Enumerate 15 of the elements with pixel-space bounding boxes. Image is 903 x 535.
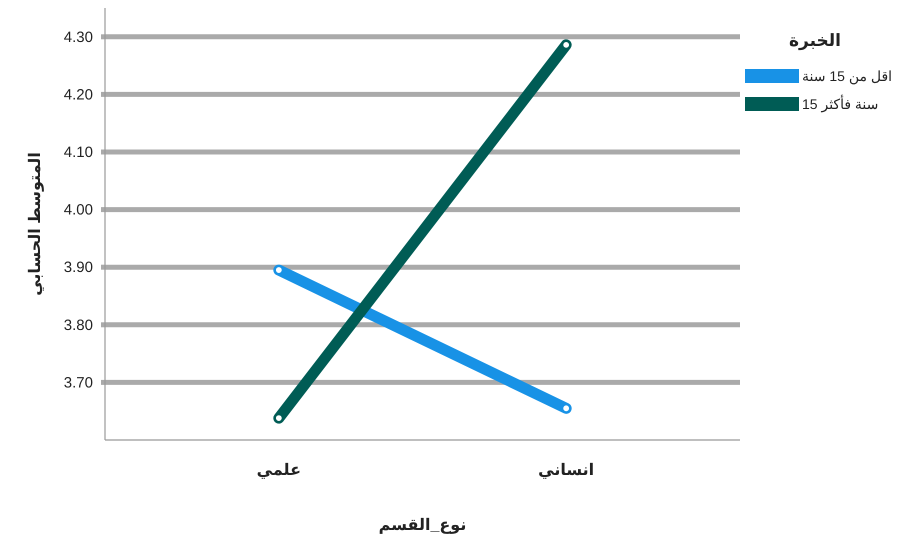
y-axis-title: المتوسط الحسابي xyxy=(27,152,44,296)
x-tick-label: علمي xyxy=(256,462,302,479)
y-tick-label: 4.10 xyxy=(64,144,93,161)
y-tick-label: 4.00 xyxy=(64,202,93,219)
y-tick-label: 4.30 xyxy=(64,28,93,46)
legend-label: 15 سنة فأكثر xyxy=(802,94,878,113)
y-tick-label: 3.80 xyxy=(64,316,93,334)
y-tick-label: 3.90 xyxy=(64,259,93,276)
x-axis-title: نوع_القسم xyxy=(378,517,466,534)
y-tick-label: 3.70 xyxy=(64,374,93,392)
legend-label: اقل من 15 سنة xyxy=(802,68,892,85)
x-tick-label: انساني xyxy=(538,462,594,479)
point xyxy=(562,404,570,412)
y-tick-label: 4.20 xyxy=(64,86,93,104)
legend-title: الخبرة xyxy=(788,31,842,51)
